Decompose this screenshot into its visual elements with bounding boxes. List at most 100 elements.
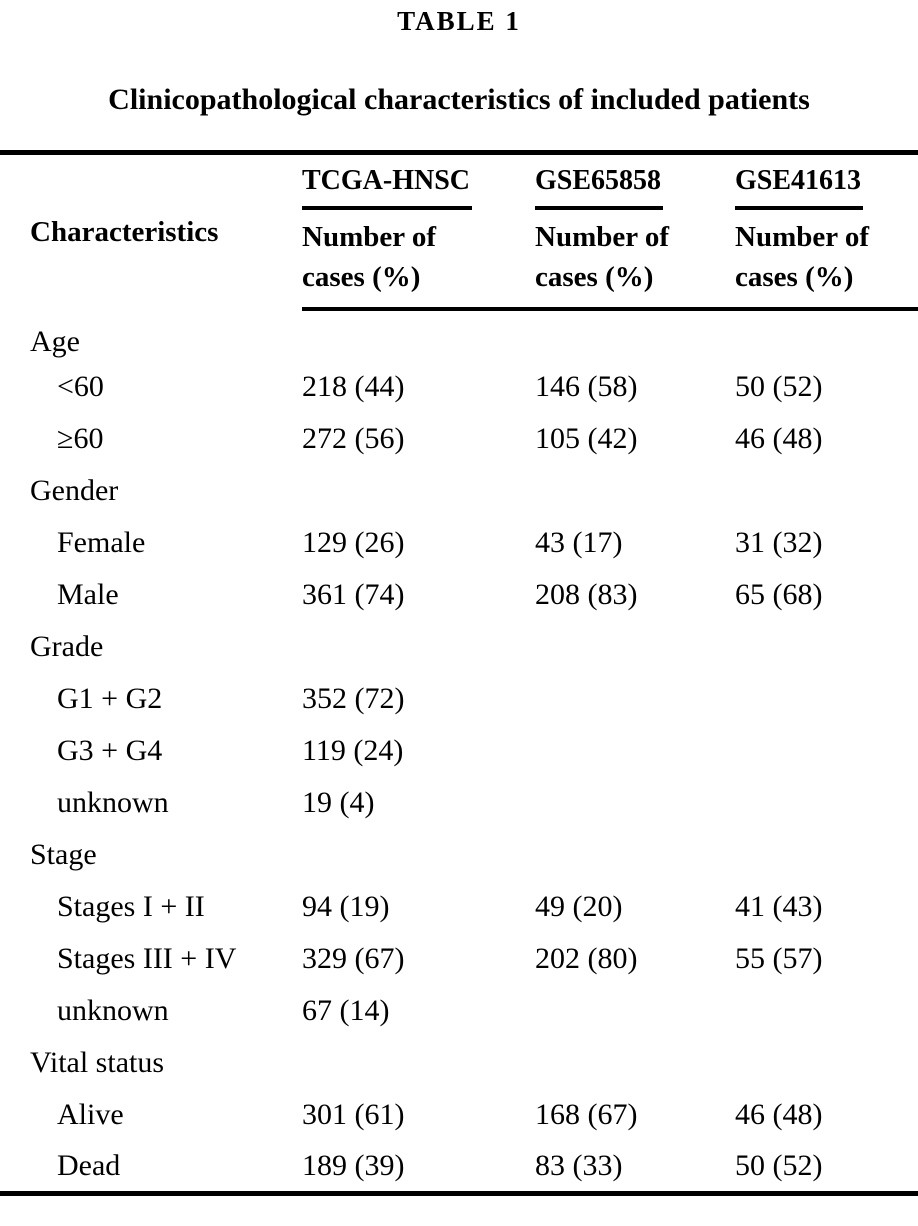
cell-value: 208 (83) xyxy=(535,578,638,611)
cell-value: 31 (32) xyxy=(735,526,823,559)
cell-value xyxy=(735,777,918,829)
section-label: Age xyxy=(30,325,80,358)
table-row: G3 + G4 119 (24) xyxy=(0,725,918,777)
section-row: Gender xyxy=(0,465,918,517)
section-label: Vital status xyxy=(30,1046,165,1079)
table-row: Stages III + IV 329 (67) 202 (80) 55 (57) xyxy=(0,933,918,985)
table-row: unknown 67 (14) xyxy=(0,985,918,1037)
table-row: Dead 189 (39) 83 (33) 50 (52) xyxy=(0,1141,918,1193)
row-label: unknown xyxy=(57,994,169,1027)
cell-value xyxy=(535,985,735,1037)
row-label: Dead xyxy=(57,1148,121,1182)
empty-cell xyxy=(535,829,735,881)
cell-value: 105 (42) xyxy=(535,422,638,455)
table-title: Clinicopathological characteristics of i… xyxy=(108,83,810,116)
dataset-name: GSE65858 xyxy=(535,165,664,210)
cell-value: 46 (48) xyxy=(735,422,823,455)
section-label: Stage xyxy=(30,838,97,871)
cell-value: 50 (52) xyxy=(735,1148,823,1182)
empty-cell xyxy=(735,465,918,517)
table-row: <60 218 (44) 146 (58) 50 (52) xyxy=(0,361,918,413)
table-row: G1 + G2 352 (72) xyxy=(0,673,918,725)
cell-value xyxy=(535,777,735,829)
empty-cell xyxy=(302,1037,535,1089)
cell-value: 50 (52) xyxy=(735,370,823,403)
row-label: G1 + G2 xyxy=(57,682,163,715)
cell-value: 83 (33) xyxy=(535,1148,623,1182)
row-label: unknown xyxy=(57,786,169,819)
cell-value: 202 (80) xyxy=(535,942,638,975)
cell-value: 46 (48) xyxy=(735,1098,823,1131)
empty-cell xyxy=(302,829,535,881)
row-label: Alive xyxy=(57,1098,124,1131)
section-label: Gender xyxy=(30,474,119,507)
table-row: Female 129 (26) 43 (17) 31 (32) xyxy=(0,517,918,569)
subheader-number-of-cases: Number of cases (%) xyxy=(735,210,918,311)
row-label: Stages III + IV xyxy=(57,942,237,975)
empty-cell xyxy=(535,1037,735,1089)
cell-value: 19 (4) xyxy=(302,786,375,819)
table-row: Stages I + II 94 (19) 49 (20) 41 (43) xyxy=(0,881,918,933)
empty-cell xyxy=(535,621,735,673)
section-label: Grade xyxy=(30,630,104,663)
column-header-dataset-tcga-hnsc: TCGA-HNSC xyxy=(302,153,535,210)
cell-value: 129 (26) xyxy=(302,526,405,559)
data-table: Characteristics TCGA-HNSC GSE65858 GSE41… xyxy=(0,150,918,1196)
subheader-number-of-cases: Number of cases (%) xyxy=(302,210,535,311)
dataset-name: GSE41613 xyxy=(735,165,864,210)
cell-value: 67 (14) xyxy=(302,994,390,1027)
empty-cell xyxy=(535,309,735,361)
cell-value xyxy=(735,673,918,725)
table-header: Characteristics TCGA-HNSC GSE65858 GSE41… xyxy=(0,153,918,311)
column-header-dataset-gse65858: GSE65858 xyxy=(535,153,735,210)
cell-value: 361 (74) xyxy=(302,578,405,611)
empty-cell xyxy=(735,309,918,361)
empty-cell xyxy=(735,1037,918,1089)
empty-cell xyxy=(535,465,735,517)
table-row: Male 361 (74) 208 (83) 65 (68) xyxy=(0,569,918,621)
empty-cell xyxy=(302,465,535,517)
section-row: Grade xyxy=(0,621,918,673)
cell-value xyxy=(735,725,918,777)
cell-value: 329 (67) xyxy=(302,942,405,975)
subheader-number-of-cases: Number of cases (%) xyxy=(535,210,735,311)
cell-value: 272 (56) xyxy=(302,422,405,455)
column-header-dataset-gse41613: GSE41613 xyxy=(735,153,918,210)
row-label: G3 + G4 xyxy=(57,734,163,767)
table-label: TABLE 1 xyxy=(397,6,521,36)
cell-value xyxy=(535,673,735,725)
cell-value: 41 (43) xyxy=(735,890,823,923)
section-row: Vital status xyxy=(0,1037,918,1089)
table-row: Alive 301 (61) 168 (67) 46 (48) xyxy=(0,1089,918,1141)
cell-value: 218 (44) xyxy=(302,370,405,403)
section-row: Age xyxy=(0,309,918,361)
cell-value: 301 (61) xyxy=(302,1098,405,1131)
cell-value: 55 (57) xyxy=(735,942,823,975)
dataset-name: TCGA-HNSC xyxy=(302,165,473,210)
column-header-characteristics: Characteristics xyxy=(30,215,219,248)
row-label: ≥60 xyxy=(57,422,104,455)
empty-cell xyxy=(735,621,918,673)
row-label: Male xyxy=(57,578,119,611)
cell-value: 49 (20) xyxy=(535,890,623,923)
cell-value xyxy=(735,985,918,1037)
cell-value: 65 (68) xyxy=(735,578,823,611)
row-label: Female xyxy=(57,526,146,559)
section-row: Stage xyxy=(0,829,918,881)
dataset-header-row: Characteristics TCGA-HNSC GSE65858 GSE41… xyxy=(0,153,918,248)
table-row: ≥60 272 (56) 105 (42) 46 (48) xyxy=(0,413,918,465)
row-label: <60 xyxy=(57,370,104,403)
empty-cell xyxy=(302,309,535,361)
table-body: Age <60 218 (44) 146 (58) 50 (52) ≥60 272 (56)… xyxy=(0,309,918,1193)
cell-value: 168 (67) xyxy=(535,1098,638,1131)
row-label: Stages I + II xyxy=(57,890,205,923)
cell-value: 94 (19) xyxy=(302,890,390,923)
cell-value: 352 (72) xyxy=(302,682,405,715)
cell-value: 43 (17) xyxy=(535,526,623,559)
subheader-row: Number of cases (%) Number of cases (%) … xyxy=(0,210,918,311)
cell-value: 146 (58) xyxy=(535,370,638,403)
empty-cell xyxy=(302,621,535,673)
cell-value: 119 (24) xyxy=(302,734,404,767)
cell-value xyxy=(535,725,735,777)
